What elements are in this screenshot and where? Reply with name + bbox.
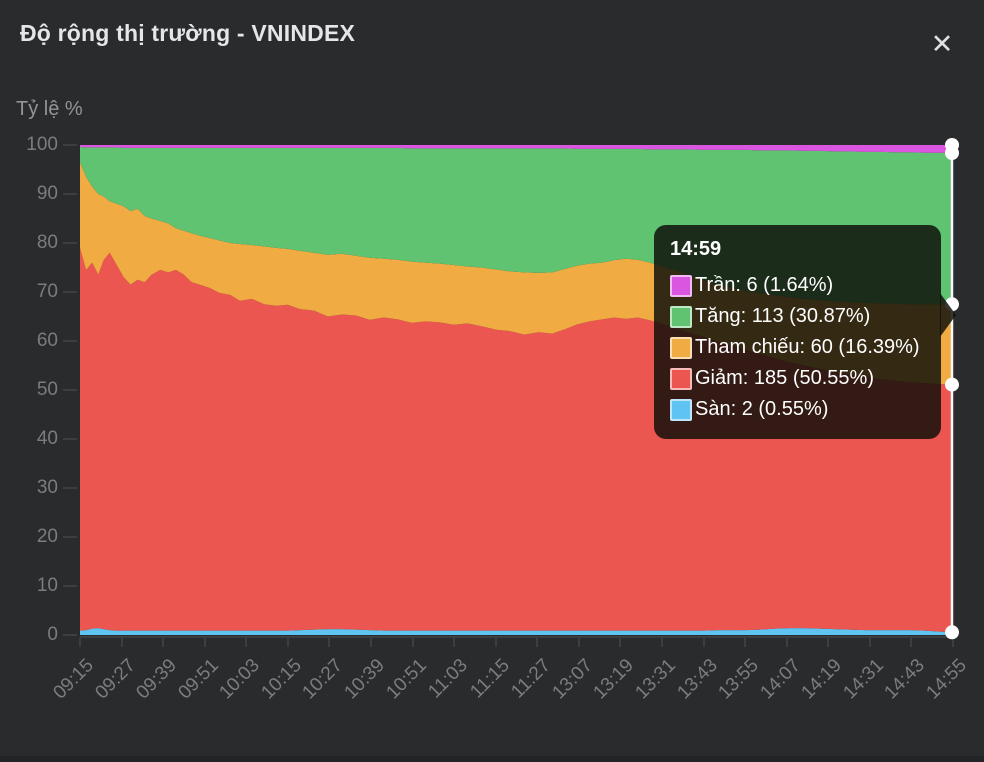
tooltip-row-tang: Tăng: 113 (30.87%) bbox=[670, 301, 925, 332]
y-tick bbox=[63, 536, 77, 538]
x-tick bbox=[79, 638, 81, 647]
x-tick-label: 13:43 bbox=[672, 655, 722, 704]
x-tick bbox=[328, 638, 331, 647]
x-tick-label: 10:03 bbox=[215, 655, 265, 704]
area-san bbox=[80, 628, 953, 635]
y-axis-title: Tỷ lệ % bbox=[16, 98, 83, 120]
y-tick bbox=[63, 193, 77, 195]
y-tick-label: 20 bbox=[36, 526, 58, 547]
crosshair-marker bbox=[945, 138, 959, 152]
y-tick-label: 90 bbox=[36, 183, 58, 204]
x-tick-label: 14:55 bbox=[922, 655, 971, 704]
x-tick-label: 11:27 bbox=[507, 655, 556, 703]
color-swatch-thamchieu bbox=[670, 336, 692, 359]
tooltip-row-giam: Giảm: 185 (50.55%) bbox=[670, 363, 925, 394]
x-tick-label: 09:39 bbox=[132, 655, 181, 704]
close-button[interactable]: ✕ bbox=[922, 24, 962, 64]
x-tick-label: 13:07 bbox=[548, 655, 597, 704]
x-tick-label: 10:27 bbox=[298, 655, 348, 704]
y-tick-label: 60 bbox=[36, 330, 58, 351]
close-icon: ✕ bbox=[930, 29, 954, 59]
tooltip-row-thamchieu: Tham chiếu: 60 (16.39%) bbox=[670, 332, 925, 363]
y-tick-label: 0 bbox=[47, 624, 58, 645]
tooltip-row-text: Giảm: 185 (50.55%) bbox=[695, 367, 874, 389]
x-tick-label: 10:15 bbox=[257, 655, 306, 704]
x-tick-label: 10:51 bbox=[381, 655, 431, 704]
x-tick bbox=[411, 638, 414, 647]
x-tick bbox=[494, 638, 497, 647]
tooltip-row-text: Trần: 6 (1.64%) bbox=[695, 274, 834, 296]
y-tick bbox=[63, 291, 77, 293]
x-tick bbox=[286, 638, 289, 647]
x-tick bbox=[619, 638, 622, 647]
x-tick-label: 09:15 bbox=[49, 655, 98, 704]
x-tick bbox=[162, 638, 165, 647]
color-swatch-tang bbox=[670, 305, 692, 328]
x-tick bbox=[952, 638, 954, 647]
y-tick-label: 70 bbox=[36, 281, 58, 302]
x-tick bbox=[744, 638, 747, 647]
x-tick bbox=[785, 638, 788, 647]
crosshair-marker bbox=[945, 625, 959, 640]
x-axis-line bbox=[80, 636, 954, 638]
dialog-title: Độ rộng thị trường - VNINDEX bbox=[20, 20, 356, 46]
tooltip-time: 14:59 bbox=[670, 238, 722, 260]
y-tick-label: 40 bbox=[36, 428, 58, 449]
x-tick-label: 14:19 bbox=[797, 655, 847, 704]
y-tick-label: 80 bbox=[36, 232, 58, 253]
tooltip-row-text: Tăng: 113 (30.87%) bbox=[695, 305, 871, 327]
x-tick-label: 10:39 bbox=[340, 655, 389, 704]
y-tick bbox=[63, 242, 77, 244]
y-tick-label: 50 bbox=[36, 379, 58, 400]
x-tick bbox=[868, 638, 871, 647]
area-tran bbox=[80, 145, 953, 153]
y-tick bbox=[63, 585, 77, 587]
x-tick bbox=[661, 638, 663, 647]
x-tick-label: 13:55 bbox=[714, 655, 763, 704]
x-tick bbox=[203, 638, 206, 647]
y-tick bbox=[63, 340, 77, 342]
tooltip-row-text: Tham chiếu: 60 (16.39%) bbox=[695, 336, 920, 358]
bottom-edge bbox=[0, 756, 984, 762]
x-tick-label: 11:15 bbox=[466, 655, 514, 703]
x-tick-label: 09:51 bbox=[174, 655, 223, 704]
area-giam bbox=[80, 247, 953, 633]
tooltip-row-text: Sàn: 2 (0.55%) bbox=[695, 398, 829, 420]
x-tick-label: 09:27 bbox=[90, 655, 140, 704]
x-tick bbox=[577, 638, 580, 647]
x-tick bbox=[245, 638, 248, 647]
y-tick bbox=[63, 438, 77, 440]
tooltip-row-tran: Trần: 6 (1.64%) bbox=[670, 270, 925, 301]
color-swatch-tran bbox=[670, 274, 692, 297]
x-tick bbox=[702, 638, 705, 647]
crosshair-marker bbox=[945, 377, 959, 392]
x-tick bbox=[536, 638, 539, 647]
x-tick-label: 14:43 bbox=[880, 655, 930, 704]
x-tick bbox=[370, 638, 372, 647]
tooltip-arrow bbox=[940, 293, 956, 337]
x-tick-label: 13:19 bbox=[589, 655, 639, 704]
y-tick-label: 30 bbox=[36, 477, 58, 498]
y-tick bbox=[63, 487, 77, 489]
x-tick-label: 14:07 bbox=[756, 655, 805, 704]
x-tick bbox=[453, 638, 456, 647]
x-tick bbox=[910, 638, 913, 647]
x-tick bbox=[120, 638, 123, 647]
chart-tooltip: 14:59 Trần: 6 (1.64%) Tăng: 113 (30.87%)… bbox=[654, 225, 956, 439]
y-tick-label: 10 bbox=[36, 575, 58, 596]
color-swatch-giam bbox=[670, 367, 692, 390]
x-tick-label: 13:31 bbox=[631, 655, 680, 704]
x-tick-label: 11:03 bbox=[424, 655, 472, 703]
tooltip-row-san: Sàn: 2 (0.55%) bbox=[670, 394, 925, 425]
color-swatch-san bbox=[670, 398, 692, 421]
y-tick bbox=[63, 144, 77, 146]
y-tick bbox=[63, 634, 77, 636]
x-tick-label: 14:31 bbox=[839, 655, 888, 704]
x-tick bbox=[827, 638, 830, 647]
y-tick-label: 100 bbox=[26, 134, 58, 155]
y-tick bbox=[63, 389, 77, 391]
